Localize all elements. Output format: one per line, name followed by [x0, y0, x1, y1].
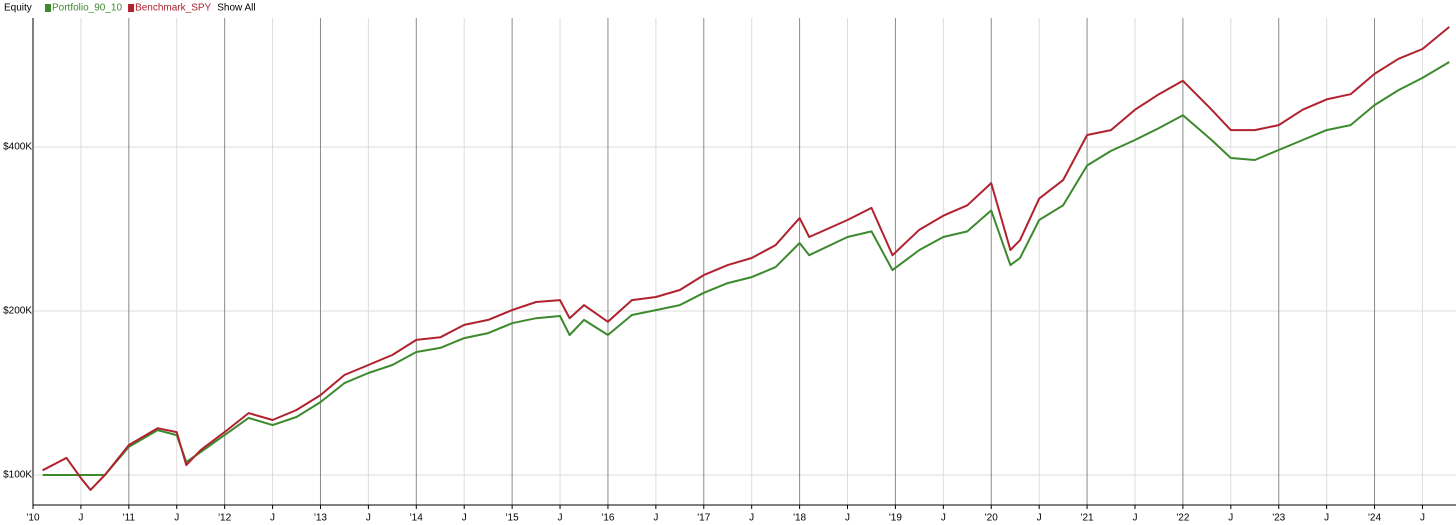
x-tick-label: J — [78, 513, 83, 524]
series-line — [42, 61, 1450, 476]
x-tick-label: J — [558, 513, 563, 524]
x-tick-label: '11 — [123, 513, 136, 524]
x-tick-label: '19 — [889, 513, 902, 524]
legend-swatch — [128, 4, 135, 12]
legend-label: Benchmark_SPY — [135, 3, 211, 14]
x-tick-label: '22 — [1176, 513, 1189, 524]
legend-title: Equity — [4, 3, 32, 14]
legend-label: Portfolio_90_10 — [52, 3, 122, 14]
x-tick-label: '20 — [985, 513, 998, 524]
x-tick-label: '17 — [697, 513, 710, 524]
x-tick-label: J — [941, 513, 946, 524]
y-tick-label: $400K — [3, 142, 32, 153]
x-tick-label: J — [462, 513, 467, 524]
x-tick-label: '23 — [1272, 513, 1285, 524]
x-tick-label: '13 — [314, 513, 327, 524]
x-tick-label: '21 — [1081, 513, 1094, 524]
x-tick-label: J — [653, 513, 658, 524]
x-tick-label: '16 — [601, 513, 614, 524]
x-tick-label: J — [1037, 513, 1042, 524]
show-all-button[interactable]: Show All — [217, 3, 255, 14]
x-tick-label: J — [845, 513, 850, 524]
x-tick-label: '14 — [410, 513, 423, 524]
y-tick-label: $100K — [3, 470, 32, 481]
x-tick-label: J — [1420, 513, 1425, 524]
x-tick-label: '18 — [793, 513, 806, 524]
x-tick-label: J — [366, 513, 371, 524]
x-tick-label: '24 — [1368, 513, 1381, 524]
x-tick-label: '15 — [506, 513, 519, 524]
x-tick-label: '10 — [26, 513, 39, 524]
x-tick-label: '12 — [218, 513, 231, 524]
x-tick-label: J — [1324, 513, 1329, 524]
x-tick-label: J — [1228, 513, 1233, 524]
legend-swatch — [45, 4, 51, 12]
series-line — [42, 26, 1450, 491]
legend: Equity Portfolio_90_10 Benchmark_SPY Show … — [4, 3, 256, 14]
x-tick-label: J — [1132, 513, 1137, 524]
x-tick-label: J — [174, 513, 179, 524]
y-tick-label: $200K — [3, 306, 32, 317]
x-tick-label: J — [270, 513, 275, 524]
x-tick-label: J — [749, 513, 754, 524]
